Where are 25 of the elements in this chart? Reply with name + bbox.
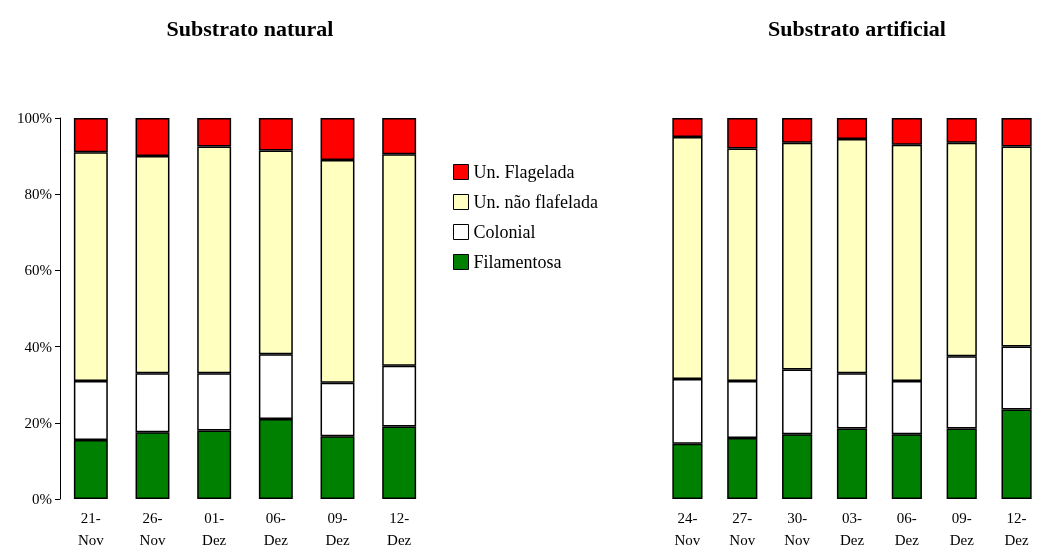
x-tick-label: 21-Nov: [77, 510, 105, 548]
legend-label: Filamentosa: [473, 252, 562, 272]
y-tick-label: 40%: [24, 338, 52, 355]
x-tick-label: 30-Nov: [784, 510, 811, 548]
y-tick-label: 80%: [24, 186, 52, 203]
x-tick-label: 06-Dez: [263, 510, 289, 548]
x-tick-label: 24-Nov: [674, 510, 701, 548]
x-tick-label: 06-Dez: [894, 510, 920, 548]
chart-title: Substrato artificial: [768, 15, 946, 41]
y-tick-label: 0%: [32, 491, 52, 507]
x-tick-label: 12-Dez: [1004, 510, 1029, 548]
x-tick-label: 27-Nov: [729, 510, 756, 548]
legend-label: Un. Flagelada: [473, 162, 575, 182]
chart-title: Substrato natural: [166, 15, 334, 41]
y-tick-label: 20%: [24, 414, 52, 431]
y-tick-label: 100%: [17, 110, 52, 126]
legend-label: Un. não flafelada: [473, 192, 598, 212]
x-tick-label: 03-Dez: [839, 510, 865, 548]
x-tick-label: 09-Dez: [949, 510, 975, 548]
legend-label: Colonial: [473, 222, 536, 242]
x-tick-label: 12-Dez: [387, 510, 412, 548]
x-tick-label: 09-Dez: [325, 510, 350, 548]
x-tick-label: 01-Dez: [202, 510, 227, 548]
y-tick-label: 60%: [24, 262, 52, 279]
x-tick-label: 26-Nov: [139, 510, 166, 548]
